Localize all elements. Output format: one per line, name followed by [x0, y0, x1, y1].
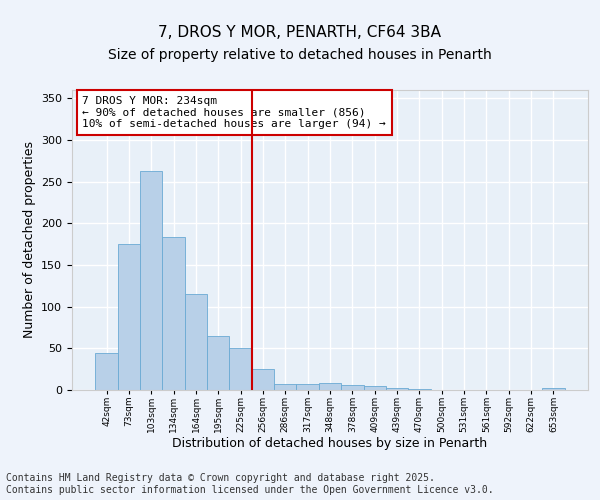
Bar: [185, 294, 207, 390]
Text: 7 DROS Y MOR: 234sqm
← 90% of detached houses are smaller (856)
10% of semi-deta: 7 DROS Y MOR: 234sqm ← 90% of detached h…: [82, 96, 386, 129]
Bar: [296, 384, 319, 390]
Y-axis label: Number of detached properties: Number of detached properties: [23, 142, 35, 338]
Bar: [140, 171, 163, 390]
Text: 7, DROS Y MOR, PENARTH, CF64 3BA: 7, DROS Y MOR, PENARTH, CF64 3BA: [158, 25, 442, 40]
Bar: [319, 384, 341, 390]
Bar: [163, 236, 185, 390]
Text: Contains HM Land Registry data © Crown copyright and database right 2025.
Contai: Contains HM Land Registry data © Crown c…: [6, 474, 494, 495]
Bar: [364, 386, 386, 390]
Bar: [229, 348, 252, 390]
Bar: [95, 354, 118, 390]
Bar: [274, 384, 296, 390]
Bar: [386, 388, 408, 390]
Bar: [408, 389, 431, 390]
Bar: [542, 388, 565, 390]
Bar: [207, 336, 229, 390]
Bar: [118, 244, 140, 390]
Bar: [341, 385, 364, 390]
Text: Size of property relative to detached houses in Penarth: Size of property relative to detached ho…: [108, 48, 492, 62]
X-axis label: Distribution of detached houses by size in Penarth: Distribution of detached houses by size …: [172, 438, 488, 450]
Bar: [252, 369, 274, 390]
